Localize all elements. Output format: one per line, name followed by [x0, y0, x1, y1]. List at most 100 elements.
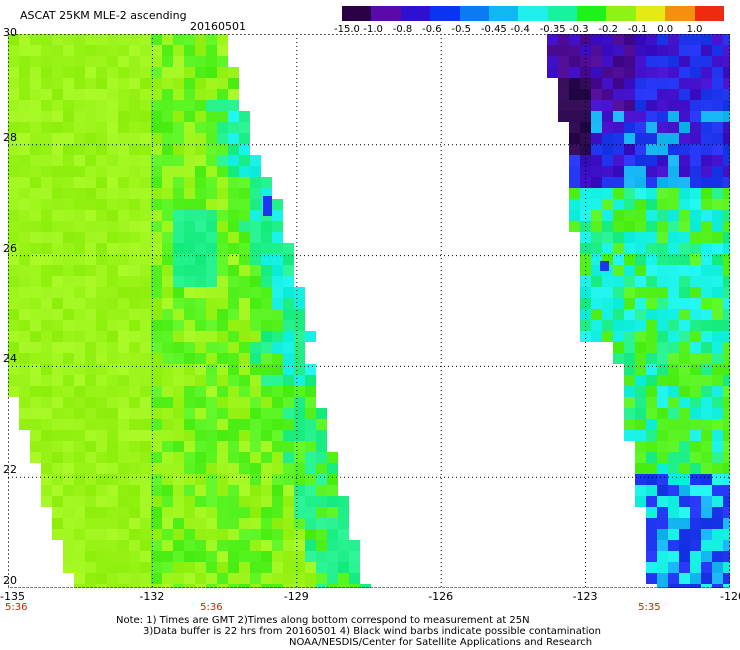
swath-cell [701, 342, 712, 353]
swath-cell [41, 496, 52, 507]
swath-cell [701, 452, 712, 463]
swath-cell [283, 551, 294, 562]
swath-cell [195, 298, 206, 309]
swath-cell [690, 287, 701, 298]
swath-cell [228, 298, 239, 309]
swath-cell [8, 331, 19, 342]
swath-cell [118, 397, 129, 408]
swath-cell [173, 89, 184, 100]
swath-cell [239, 573, 250, 584]
swath-cell [184, 540, 195, 551]
swath-cell [228, 111, 239, 122]
swath-cell [338, 551, 349, 562]
swath-cell [184, 177, 195, 188]
swath-cell [657, 474, 668, 485]
swath-cell [701, 254, 712, 265]
swath-cell [19, 331, 30, 342]
swath-cell [679, 199, 690, 210]
swath-cell [701, 364, 712, 375]
swath-cell [118, 298, 129, 309]
swath-cell [646, 353, 657, 364]
swath-cell [712, 331, 723, 342]
swath-cell [206, 287, 217, 298]
swath-cell [624, 331, 635, 342]
swath-cell [679, 584, 690, 588]
swath-cell [96, 276, 107, 287]
swath-cell [107, 331, 118, 342]
swath-cell [129, 243, 140, 254]
swath-cell [558, 111, 569, 122]
swath-cell [239, 419, 250, 430]
swath-cell [107, 199, 118, 210]
swath-cell [690, 210, 701, 221]
swath-cell [184, 320, 195, 331]
swath-cell [74, 166, 85, 177]
swath-cell [41, 419, 52, 430]
swath-cell [19, 144, 30, 155]
swath-cell [173, 496, 184, 507]
swath-cell [701, 485, 712, 496]
swath-cell [613, 89, 624, 100]
swath-cell [569, 111, 580, 122]
swath-cell [8, 199, 19, 210]
swath-cell [580, 243, 591, 254]
swath-cell [63, 496, 74, 507]
colorbar-swatch [694, 6, 725, 21]
swath-cell [96, 56, 107, 67]
swath-cell [85, 518, 96, 529]
swath-cell [723, 584, 730, 588]
swath-cell [118, 78, 129, 89]
swath-cell [118, 199, 129, 210]
swath-cell [195, 177, 206, 188]
swath-cell [151, 89, 162, 100]
swath-cell [228, 584, 239, 588]
swath-cell [624, 100, 635, 111]
swath-cell [206, 199, 217, 210]
swath-cell [162, 430, 173, 441]
swath-cell [85, 276, 96, 287]
swath-cell [162, 67, 173, 78]
colorbar-label: -0.4 [510, 24, 530, 35]
swath-cell [338, 529, 349, 540]
swath-cell [679, 562, 690, 573]
swath-cell [129, 331, 140, 342]
swath-cell [74, 298, 85, 309]
swath-cell [668, 573, 679, 584]
swath-cell [63, 562, 74, 573]
swath-cell [613, 287, 624, 298]
swath-cell [151, 463, 162, 474]
swath-cell [96, 133, 107, 144]
swath-cell [206, 188, 217, 199]
swath-cell [140, 177, 151, 188]
swath-cell [206, 584, 217, 588]
swath-cell [118, 441, 129, 452]
swath-cell [107, 562, 118, 573]
swath-cell [74, 441, 85, 452]
swath-cell [195, 155, 206, 166]
swath-cell [250, 188, 261, 199]
swath-cell [74, 210, 85, 221]
swath-cell [602, 331, 613, 342]
swath-cell [657, 298, 668, 309]
swath-cell [162, 56, 173, 67]
swath-cell [173, 254, 184, 265]
colorbar-label: -0.8 [392, 24, 413, 35]
swath-cell [646, 375, 657, 386]
swath-cell [690, 485, 701, 496]
swath-cell [30, 56, 41, 67]
swath-cell [19, 166, 30, 177]
swath-cell [118, 430, 129, 441]
map-title: ASCAT 25KM MLE-2 ascending [20, 9, 187, 22]
swath-cell [8, 320, 19, 331]
swath-cell [283, 518, 294, 529]
swath-cell [701, 375, 712, 386]
swath-cell [206, 485, 217, 496]
swath-cell [162, 485, 173, 496]
swath-cell [30, 342, 41, 353]
swath-cell [8, 177, 19, 188]
swath-cell [162, 144, 173, 155]
swath-cell [712, 100, 723, 111]
swath-cell [217, 45, 228, 56]
swath-cell [217, 254, 228, 265]
swath-cell [52, 122, 63, 133]
